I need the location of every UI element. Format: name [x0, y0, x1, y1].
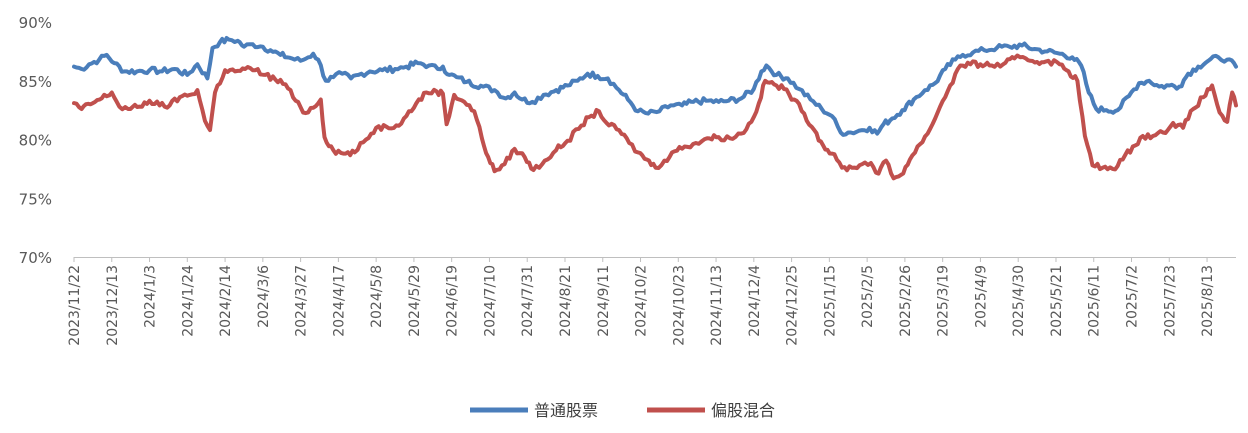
x-tick-label: 2025/4/30: [1011, 265, 1027, 337]
x-tick-label: 2024/7/10: [482, 265, 498, 337]
x-tick-label: 2024/3/6: [256, 265, 272, 328]
x-tick-label: 2024/9/11: [596, 265, 612, 337]
y-tick-label: 80%: [19, 132, 52, 150]
x-tick-label: 2024/10/2: [634, 265, 650, 337]
x-tick-label: 2024/5/8: [369, 265, 385, 328]
x-tick-label: 2025/6/11: [1087, 265, 1103, 337]
series-line-0: [72, 36, 1238, 137]
x-tick-label: 2024/3/27: [294, 265, 310, 337]
y-tick-label: 75%: [19, 190, 52, 208]
plot-area: [72, 36, 1238, 181]
x-tick-label: 2024/8/21: [558, 265, 574, 337]
x-axis: 2023/11/22 2023/12/13 2024/1/3 2024/1/24 202…: [67, 257, 1236, 346]
x-tick-label: 2025/2/5: [860, 265, 876, 328]
x-tick-label: 2023/11/22: [67, 265, 83, 346]
x-tick-label: 2024/11/13: [709, 265, 725, 346]
x-tick-label: 2025/7/23: [1162, 265, 1178, 337]
x-tick-label: 2024/7/31: [520, 265, 536, 337]
x-tick-label: 2024/12/4: [747, 265, 763, 337]
y-axis: 70% 75% 80% 85% 90%: [19, 14, 52, 267]
x-tick-label: 2024/10/23: [671, 265, 687, 346]
x-tick-label: 2024/5/29: [407, 265, 423, 337]
x-tick-label: 2025/4/9: [973, 265, 989, 328]
x-tick-label: 2024/2/14: [218, 265, 234, 337]
x-tick-label: 2024/12/25: [785, 265, 801, 346]
x-tick-label: 2025/3/19: [936, 265, 952, 337]
x-tick-label: 2025/8/13: [1200, 265, 1216, 337]
x-tick-label: 2025/5/21: [1049, 265, 1065, 337]
x-tick-label: 2023/12/13: [105, 265, 121, 346]
x-tick-label: 2024/6/19: [445, 265, 461, 337]
x-tick-label: 2025/7/2: [1125, 265, 1141, 328]
x-tick-label: 2024/4/17: [331, 265, 347, 337]
y-tick-label: 70%: [19, 249, 52, 267]
y-tick-label: 90%: [19, 14, 52, 32]
legend: 普通股票 偏股混合: [470, 401, 775, 420]
x-tick-label: 2024/1/24: [180, 265, 196, 337]
y-tick-label: 85%: [19, 73, 52, 91]
x-tick-label: 2024/1/3: [143, 265, 159, 328]
legend-label: 偏股混合: [711, 401, 775, 420]
legend-label: 普通股票: [534, 401, 598, 420]
x-tick-label: 2025/2/26: [898, 265, 914, 337]
series-line-1: [72, 53, 1238, 181]
x-tick-label: 2025/1/15: [822, 265, 838, 337]
